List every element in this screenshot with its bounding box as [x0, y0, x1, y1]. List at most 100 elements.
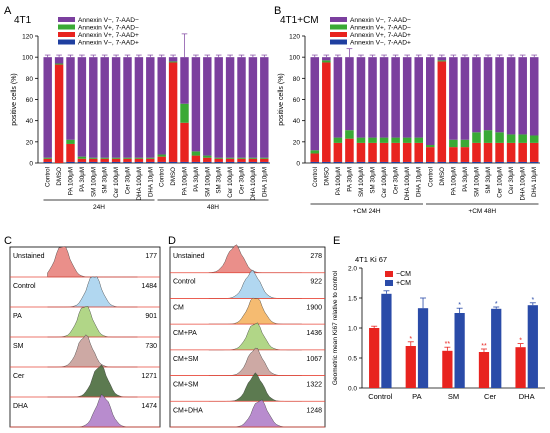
bar-segment	[529, 57, 539, 136]
legend-swatch	[58, 17, 75, 22]
bar-segment	[322, 60, 331, 63]
bar-segment	[402, 142, 412, 162]
row-count: 1067	[306, 356, 322, 363]
bar-segment	[345, 138, 354, 162]
bar-segment	[66, 161, 75, 163]
bar-segment	[518, 57, 527, 135]
bar-segment	[529, 161, 539, 163]
bar-segment	[123, 157, 132, 159]
x-tick-label: PA 30μM	[79, 167, 86, 192]
legend-label: Annexin V−, 7-AAD−	[78, 17, 139, 24]
x-tick-label: DHA 100μM	[136, 167, 143, 200]
histogram-peak	[47, 306, 138, 338]
row-label: Control	[173, 279, 196, 286]
bar	[478, 352, 490, 388]
x-tick-label: DHA 100μM	[250, 167, 257, 200]
bar-segment	[203, 57, 212, 156]
row-label: CM+PA	[173, 330, 197, 337]
row-count: 1474	[141, 403, 157, 410]
y-tick-label: 40	[293, 118, 301, 125]
bar-segment	[260, 158, 269, 162]
x-tick-label: Cer 30μM	[239, 167, 246, 194]
bar-segment	[472, 142, 481, 162]
bar-segment	[529, 142, 539, 162]
panel-c-flow-histograms: Unstained 177 Control 1484 PA 901 SM 730 Cer 1271…	[9, 246, 161, 428]
bar-segment	[203, 161, 212, 163]
y-axis-label: Geometric mean Ki67 relative to control	[332, 270, 339, 385]
panel-letter-c: C	[4, 235, 12, 247]
bar-segment	[100, 157, 109, 159]
bar-segment	[414, 137, 423, 143]
bar-segment	[506, 57, 516, 135]
chart-title: 4T1	[14, 15, 32, 26]
bar	[381, 293, 392, 388]
row-count: 1248	[306, 407, 322, 414]
bar-segment	[379, 142, 389, 162]
bar-segment	[89, 161, 98, 163]
bar-segment	[437, 161, 447, 163]
bar-segment	[248, 161, 258, 163]
bar-segment	[214, 158, 223, 162]
bar-segment	[123, 57, 132, 158]
panel-b-stacked-bar-chart: 4T1+CM 0 20 40 60 80 100 120 positive cells (%) C…	[278, 15, 540, 215]
bar-segment	[356, 161, 366, 163]
bar-segment	[43, 57, 52, 158]
bar	[442, 350, 453, 388]
bar-segment	[260, 57, 269, 158]
bar-segment	[472, 132, 481, 143]
row-count: 1900	[306, 304, 322, 311]
group-label: 48H	[207, 204, 219, 211]
bar-segment	[426, 145, 435, 148]
bar-segment	[506, 161, 516, 163]
bar-segment	[225, 157, 235, 159]
bar-segment	[449, 147, 458, 162]
bar-segment	[203, 157, 212, 162]
bar-segment	[146, 158, 155, 162]
bar-segment	[460, 161, 470, 163]
bar-segment	[345, 57, 354, 131]
x-tick-label: DMSO	[56, 167, 63, 186]
bar-segment	[180, 103, 189, 123]
bar-segment	[168, 161, 178, 163]
bar-segment	[310, 57, 320, 151]
bar-segment	[414, 161, 423, 163]
bar-segment	[123, 161, 132, 163]
chart-title: 4T1 Ki 67	[355, 255, 387, 264]
y-tick-label: 120	[22, 34, 33, 41]
y-tick-label: 100	[22, 55, 33, 62]
bar-segment	[310, 150, 320, 154]
x-tick-label: PA 100μM	[335, 167, 342, 195]
bar-segment	[368, 57, 377, 138]
x-tick-label: PA 100μM	[68, 167, 75, 195]
x-tick-label: Cer	[484, 392, 497, 401]
y-tick-label: 0.5	[348, 356, 357, 363]
bar-segment	[54, 64, 64, 163]
row-label: Cer	[13, 373, 25, 380]
bar-segment	[168, 57, 178, 62]
bar	[369, 328, 380, 388]
bar-segment	[180, 57, 189, 104]
bar-segment	[483, 130, 493, 143]
row-label: Control	[13, 283, 36, 290]
bar-segment	[237, 161, 246, 163]
bar-segment	[310, 161, 320, 163]
y-tick-label: 1.0	[348, 326, 357, 333]
bar-segment	[146, 57, 155, 158]
bar-segment	[333, 57, 343, 138]
legend-label: Annexin V+, 7-AAD−	[78, 25, 139, 32]
legend-swatch	[385, 271, 393, 277]
bar-segment	[460, 147, 470, 162]
bar-segment	[157, 161, 166, 163]
bar-segment	[66, 57, 75, 140]
bar-segment	[402, 57, 412, 138]
legend-swatch	[58, 24, 75, 30]
significance-marker: *	[409, 336, 412, 343]
x-tick-label: DHA 100μM	[404, 167, 411, 200]
row-count: 177	[145, 253, 157, 260]
x-tick-label: Control	[427, 167, 434, 187]
bar-segment	[146, 157, 155, 159]
significance-marker: *	[531, 297, 534, 304]
x-tick-label: Cer 30μM	[393, 167, 400, 194]
bar-segment	[203, 155, 212, 158]
legend-label: Annexin V−, 7-AAD+	[350, 40, 411, 47]
